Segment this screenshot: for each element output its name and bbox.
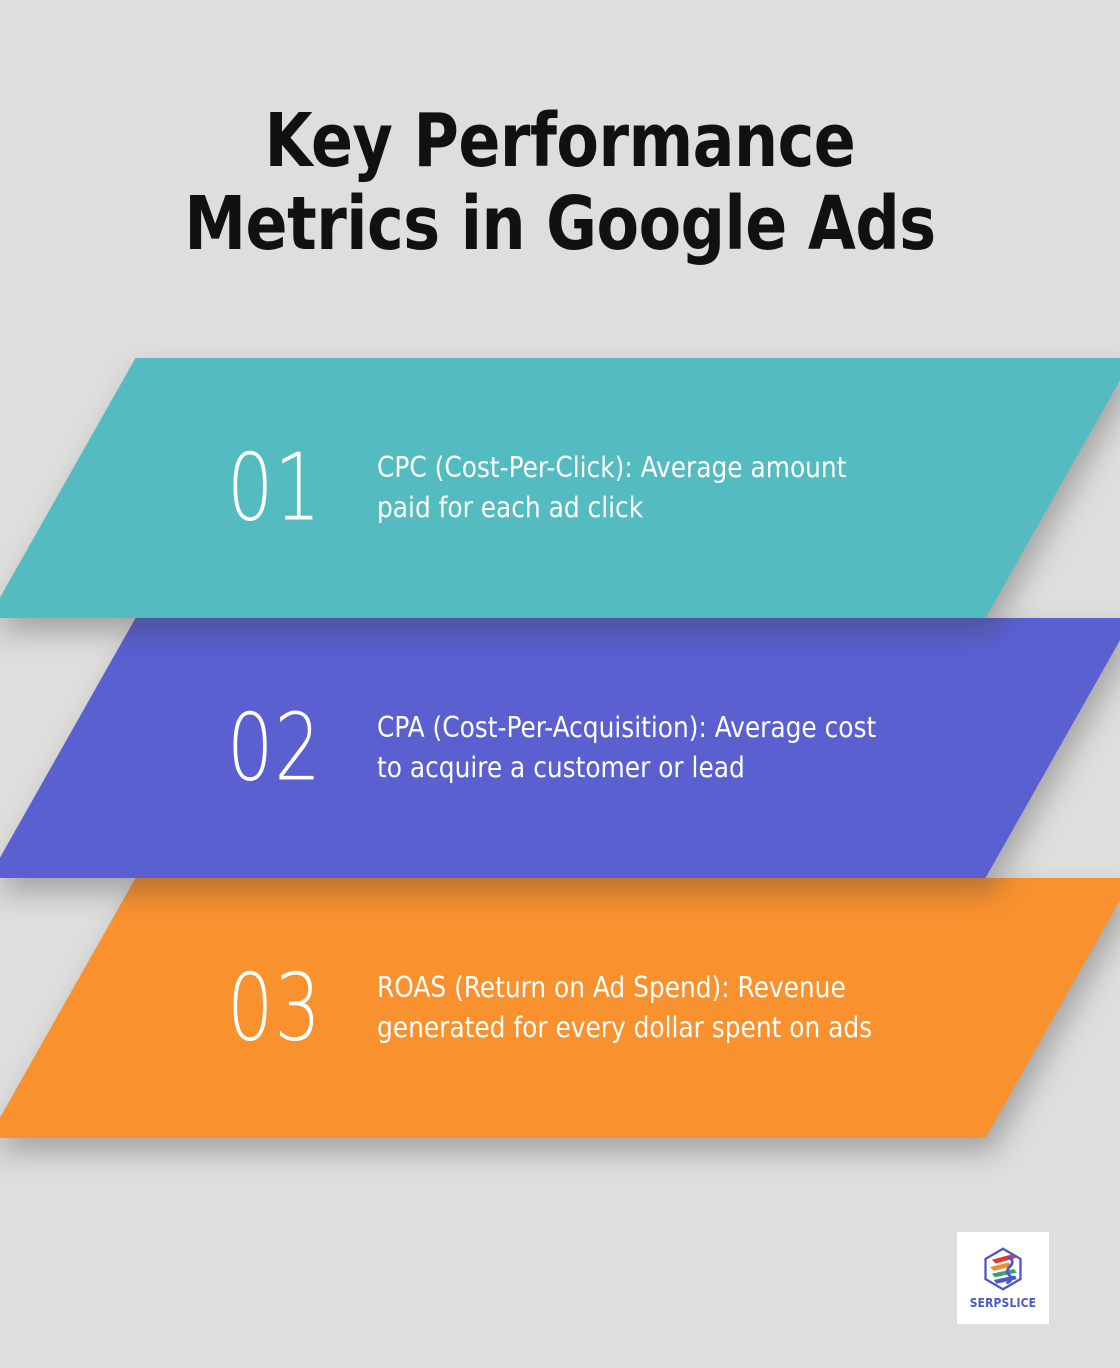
page-title: Key Performance Metrics in Google Ads xyxy=(0,100,1120,266)
metric-band-3-content: 03 ROAS (Return on Ad Spend): Revenue ge… xyxy=(62,878,1059,1138)
serpslice-hexagon-logo-icon xyxy=(984,1247,1022,1291)
metric-band-1-content: 01 CPC (Cost-Per-Click): Average amount … xyxy=(62,358,1059,618)
metric-band-3-number: 03 xyxy=(227,953,322,1062)
metric-band-1: 01 CPC (Cost-Per-Click): Average amount … xyxy=(0,358,1120,618)
metric-band-3: 03 ROAS (Return on Ad Spend): Revenue ge… xyxy=(0,878,1120,1138)
metric-band-2-description: CPA (Cost-Per-Acquisition): Average cost… xyxy=(377,710,877,784)
brand-logo-card: SERPSLICE xyxy=(957,1232,1049,1324)
metric-band-1-description: CPC (Cost-Per-Click): Average amount pai… xyxy=(377,450,847,524)
metric-band-1-number: 01 xyxy=(227,433,322,542)
metric-band-2-content: 02 CPA (Cost-Per-Acquisition): Average c… xyxy=(62,618,1059,878)
metric-band-2-number: 02 xyxy=(227,693,322,802)
metric-band-3-description: ROAS (Return on Ad Spend): Revenue gener… xyxy=(377,970,873,1044)
brand-wordmark: SERPSLICE xyxy=(969,1295,1037,1310)
page-title-text: Key Performance Metrics in Google Ads xyxy=(184,98,936,267)
metric-band-2: 02 CPA (Cost-Per-Acquisition): Average c… xyxy=(0,618,1120,878)
